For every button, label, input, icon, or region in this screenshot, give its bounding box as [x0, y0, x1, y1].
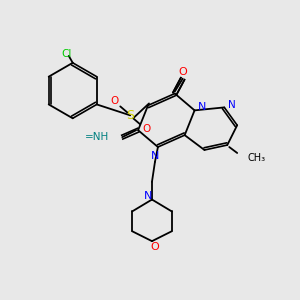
Text: N: N	[198, 102, 207, 112]
Text: S: S	[126, 109, 134, 122]
Text: N: N	[151, 151, 159, 161]
Text: =NH: =NH	[85, 132, 110, 142]
Text: O: O	[142, 124, 150, 134]
Text: N: N	[144, 190, 152, 201]
Text: N: N	[228, 100, 236, 110]
Text: O: O	[110, 97, 118, 106]
Text: O: O	[178, 67, 187, 77]
Text: Cl: Cl	[61, 49, 72, 59]
Text: CH₃: CH₃	[247, 153, 265, 163]
Text: O: O	[151, 242, 159, 252]
